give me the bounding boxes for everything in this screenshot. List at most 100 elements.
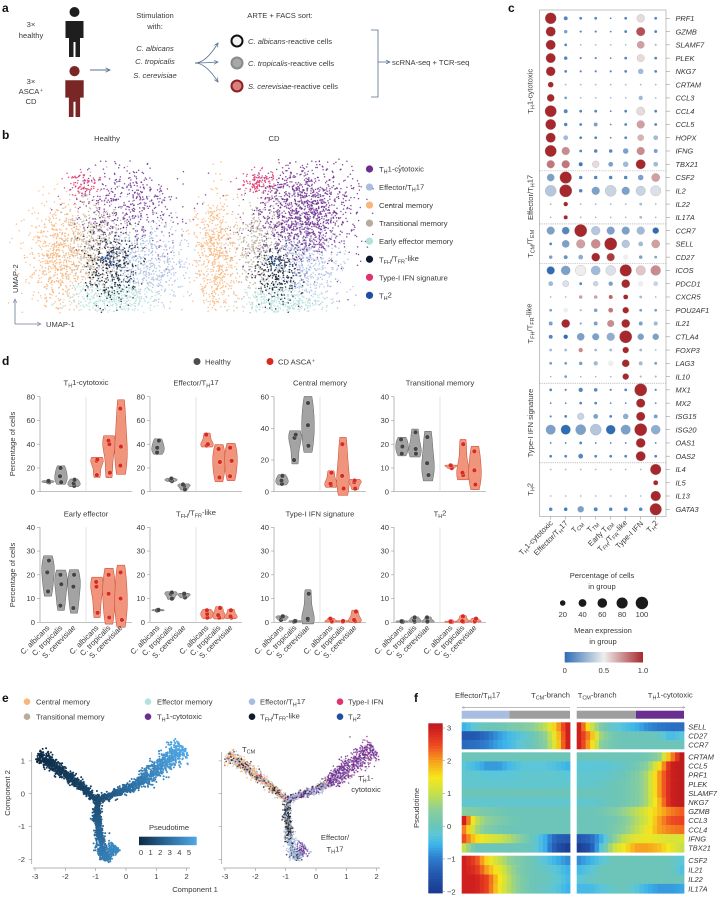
umap-point — [108, 270, 110, 273]
umap-point — [140, 295, 143, 298]
umap-point — [50, 281, 53, 284]
umap-point — [258, 218, 261, 221]
umap-point — [132, 195, 134, 198]
umap-point — [326, 193, 329, 196]
umap-point — [49, 207, 52, 210]
umap-point — [81, 201, 84, 204]
umap-point — [35, 235, 37, 238]
umap-point — [249, 281, 251, 284]
umap-point — [189, 281, 191, 283]
umap-point — [98, 309, 100, 311]
umap-point — [145, 296, 148, 299]
umap-point — [229, 248, 231, 250]
umap-point — [283, 226, 286, 228]
umap-point — [127, 299, 130, 302]
umap-point — [169, 246, 171, 249]
umap-point — [141, 196, 144, 198]
umap-point — [51, 255, 54, 257]
umap-point — [106, 188, 108, 191]
umap-point — [118, 250, 120, 252]
umap-point — [49, 217, 52, 220]
umap-point — [253, 242, 256, 245]
umap-point — [249, 311, 251, 314]
umap-point — [321, 195, 324, 197]
umap-point — [133, 295, 135, 297]
umap-point — [182, 295, 185, 297]
umap-point — [140, 250, 142, 252]
umap-point — [113, 256, 115, 258]
umap-point — [77, 190, 80, 193]
umap-point — [107, 199, 109, 201]
umap-point — [83, 185, 86, 188]
umap-point — [269, 223, 271, 226]
umap-point — [125, 302, 127, 304]
umap-point — [258, 222, 261, 225]
umap-point — [131, 200, 134, 202]
umap-point — [158, 292, 160, 295]
umap-point — [253, 251, 255, 253]
umap-point — [113, 278, 115, 281]
umap-point — [104, 308, 107, 310]
umap-point — [250, 232, 253, 234]
umap-point — [109, 215, 111, 218]
umap-point — [94, 164, 97, 166]
umap-point — [229, 237, 231, 239]
umap-point — [113, 222, 115, 224]
umap-point — [146, 216, 149, 219]
umap-point — [102, 168, 105, 170]
umap-point — [234, 251, 237, 254]
umap-point — [78, 261, 80, 263]
umap-point — [96, 209, 98, 212]
umap-point — [61, 249, 64, 252]
umap-point — [173, 291, 175, 293]
species: S. cerevisiae — [248, 82, 291, 91]
umap-point — [134, 260, 137, 262]
umap-point — [69, 243, 72, 246]
umap-point — [58, 299, 61, 302]
umap-point — [320, 200, 322, 202]
umap-point — [98, 299, 100, 301]
umap-point — [298, 189, 300, 192]
umap-point — [259, 239, 261, 241]
umap-point — [342, 208, 345, 210]
umap-point — [122, 272, 125, 275]
umap-point — [59, 279, 62, 281]
umap-point — [259, 242, 261, 244]
umap-point — [95, 213, 97, 216]
umap-point — [124, 293, 126, 296]
umap-point — [247, 229, 250, 232]
umap-point — [65, 286, 68, 289]
umap-point — [211, 261, 214, 264]
umap-point — [113, 295, 116, 297]
umap-point — [49, 276, 52, 279]
umap-point — [260, 276, 263, 278]
umap-point — [125, 236, 127, 239]
umap-point — [77, 214, 79, 217]
umap-point — [89, 286, 92, 289]
umap-point — [198, 270, 200, 273]
umap-point — [143, 242, 145, 245]
umap-point — [139, 258, 142, 260]
umap-point — [304, 212, 307, 215]
umap-point — [103, 273, 105, 276]
umap-point — [315, 160, 317, 163]
umap-point — [107, 246, 109, 248]
umap-point — [305, 248, 308, 251]
umap-point — [216, 205, 219, 207]
umap-point — [141, 191, 144, 193]
umap-point — [54, 232, 56, 235]
umap-point — [73, 184, 75, 186]
umap-point — [119, 265, 121, 268]
umap-point — [122, 288, 124, 291]
umap-point — [216, 252, 219, 254]
umap-point — [116, 229, 118, 231]
umap-point — [213, 210, 215, 213]
umap-point — [246, 245, 249, 247]
umap-point — [114, 281, 116, 284]
umap-point — [45, 305, 47, 307]
umap-point — [52, 267, 54, 269]
umap-point — [100, 233, 102, 236]
umap-point — [235, 268, 238, 270]
umap-point — [193, 259, 195, 262]
umap-point — [116, 268, 118, 270]
